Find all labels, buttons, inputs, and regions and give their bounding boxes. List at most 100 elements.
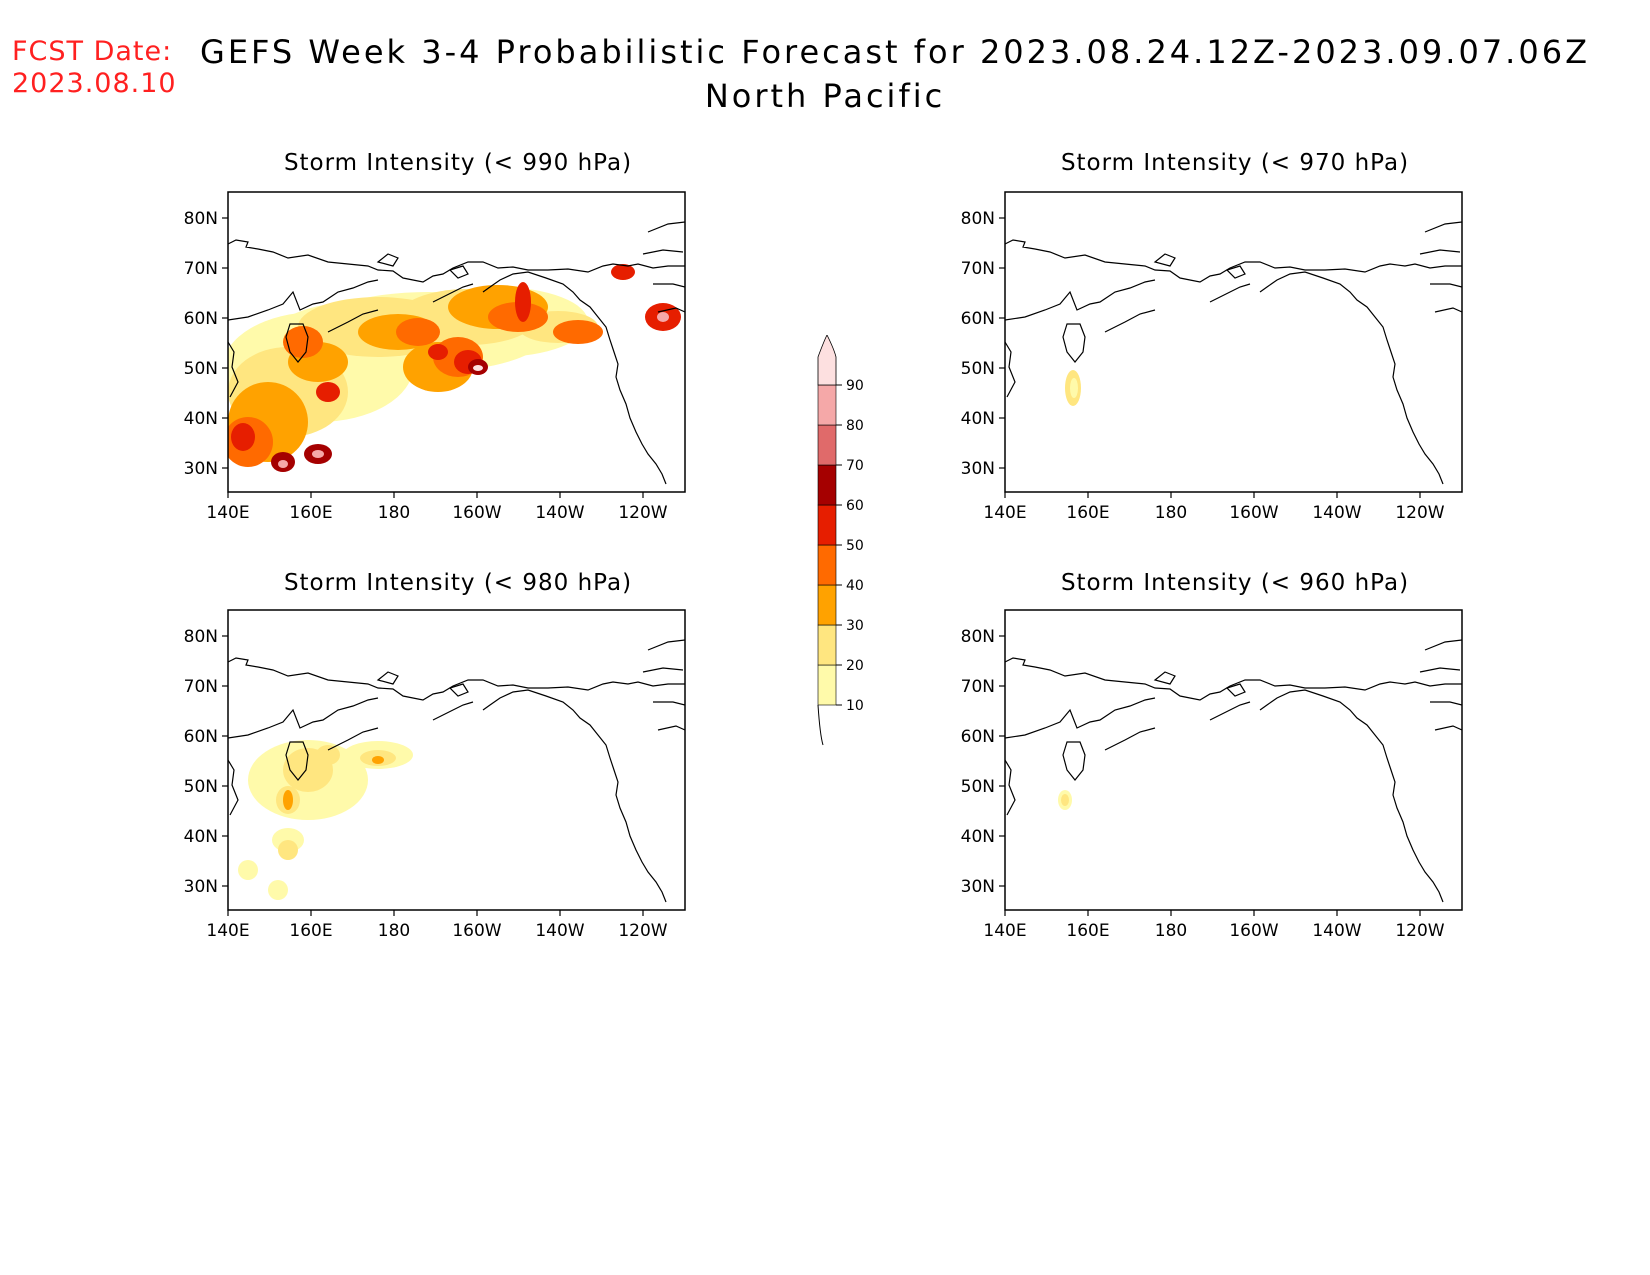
colorbar-level-label: 90 bbox=[846, 378, 864, 394]
coastline bbox=[448, 683, 469, 697]
lon-tick-label: 160E bbox=[289, 503, 332, 523]
lat-tick-label: 70N bbox=[184, 677, 218, 697]
coastline bbox=[228, 657, 685, 701]
lat-tick-label: 80N bbox=[961, 209, 995, 229]
coastline bbox=[228, 341, 239, 398]
coastline bbox=[1005, 697, 1156, 739]
coastline bbox=[1005, 239, 1462, 283]
probability-contours bbox=[227, 191, 686, 493]
lat-tick-label: 30N bbox=[184, 877, 218, 897]
lat-tick-label: 70N bbox=[961, 677, 995, 697]
map-panel-970: 80N 70N 60N 50N 40N 30N 140E 160E 180 160W 140W 120… bbox=[961, 191, 1463, 523]
coastline bbox=[448, 265, 469, 279]
coastline bbox=[642, 639, 685, 731]
lat-tick-label: 80N bbox=[184, 209, 218, 229]
coastline bbox=[482, 689, 667, 903]
lon-tick-label: 160W bbox=[452, 921, 501, 941]
probability-area bbox=[278, 460, 288, 468]
lat-tick-label: 40N bbox=[184, 409, 218, 429]
map-frame bbox=[227, 191, 686, 493]
map-frame bbox=[227, 609, 686, 911]
lon-tick-label: 140W bbox=[535, 503, 584, 523]
map-panel-960: 80N 70N 60N 50N 40N 30N 140E 160E 180 160W 140W 120… bbox=[961, 609, 1463, 941]
colorbar-swatch bbox=[817, 584, 837, 626]
colorbar-swatch bbox=[817, 664, 837, 706]
coastline bbox=[285, 741, 309, 781]
lat-tick-label: 40N bbox=[184, 827, 218, 847]
lat-tick-label: 60N bbox=[961, 309, 995, 329]
coastline bbox=[1209, 701, 1251, 721]
colorbar-swatch bbox=[817, 384, 837, 426]
probability-area bbox=[231, 423, 255, 451]
lat-tick-label: 50N bbox=[184, 777, 218, 797]
panel-title-960: Storm Intensity (< 960 hPa) bbox=[1060, 570, 1410, 596]
lon-tick-label: 160E bbox=[1066, 921, 1109, 941]
lon-tick-label: 160W bbox=[452, 503, 501, 523]
lon-tick-label: 160W bbox=[1229, 503, 1278, 523]
coastline bbox=[327, 727, 379, 751]
coastline bbox=[327, 309, 379, 333]
probability-area bbox=[515, 282, 531, 322]
page-subtitle: North Pacific bbox=[704, 77, 946, 115]
colorbar-level-label: 70 bbox=[846, 458, 864, 474]
lon-tick-label: 180 bbox=[1155, 921, 1187, 941]
lat-tick-label: 80N bbox=[184, 627, 218, 647]
lon-tick-label: 140E bbox=[983, 503, 1026, 523]
lon-tick-label: 140W bbox=[1312, 921, 1361, 941]
colorbar-level-label: 10 bbox=[846, 698, 864, 714]
lat-tick-label: 30N bbox=[184, 459, 218, 479]
colorbar-level-label: 30 bbox=[846, 618, 864, 634]
lon-tick-label: 140E bbox=[206, 921, 249, 941]
colorbar-level-label: 50 bbox=[846, 538, 864, 554]
coastline bbox=[1104, 309, 1156, 333]
probability-area bbox=[238, 860, 258, 880]
lat-tick-label: 70N bbox=[184, 259, 218, 279]
probability-area bbox=[473, 365, 483, 371]
map-panel-980: 80N 70N 60N 50N 40N 30N 140E 160E 180 160W 140W 120… bbox=[184, 609, 686, 941]
forecast-date-label: FCST Date: bbox=[12, 36, 173, 67]
colorbar-level-label: 80 bbox=[846, 418, 864, 434]
probability-area bbox=[268, 880, 288, 900]
lon-tick-label: 180 bbox=[378, 921, 410, 941]
coastline bbox=[1005, 279, 1156, 321]
colorbar-cap-bottom bbox=[817, 704, 824, 746]
probability-area bbox=[283, 790, 293, 810]
colorbar-level-label: 20 bbox=[846, 658, 864, 674]
coastline bbox=[1259, 689, 1444, 903]
coastline bbox=[1005, 657, 1462, 701]
probability-contours bbox=[227, 609, 686, 911]
lon-tick-label: 180 bbox=[378, 503, 410, 523]
probability-area bbox=[1061, 794, 1069, 806]
coastline bbox=[1005, 759, 1016, 816]
map-frame bbox=[1004, 609, 1463, 911]
probability-area bbox=[1070, 378, 1078, 398]
lat-tick-label: 60N bbox=[961, 727, 995, 747]
lon-tick-label: 120W bbox=[1395, 921, 1444, 941]
lon-tick-label: 140E bbox=[983, 921, 1026, 941]
coastline bbox=[482, 271, 667, 485]
map-panel-990: 80N 70N 60N 50N 40N 30N 140E 160E 180 160W 140W 120… bbox=[184, 191, 686, 523]
lat-tick-label: 60N bbox=[184, 309, 218, 329]
lon-tick-label: 160E bbox=[289, 921, 332, 941]
coastline bbox=[1005, 341, 1016, 398]
lat-tick-label: 40N bbox=[961, 409, 995, 429]
lon-tick-label: 140W bbox=[535, 921, 584, 941]
colorbar-legend: 10 20 30 40 50 60 70 80 90 bbox=[817, 335, 864, 746]
coastline bbox=[1419, 221, 1462, 313]
coastline bbox=[228, 697, 379, 739]
coastline bbox=[376, 253, 399, 267]
lon-tick-label: 120W bbox=[618, 503, 667, 523]
colorbar-level-label: 40 bbox=[846, 578, 864, 594]
colorbar-swatch bbox=[817, 504, 837, 546]
colorbar-swatch bbox=[817, 624, 837, 666]
lat-tick-label: 30N bbox=[961, 459, 995, 479]
panel-title-980: Storm Intensity (< 980 hPa) bbox=[283, 570, 633, 596]
lat-tick-label: 50N bbox=[961, 359, 995, 379]
coastline bbox=[1153, 671, 1176, 685]
lat-tick-label: 70N bbox=[961, 259, 995, 279]
lon-tick-label: 160E bbox=[1066, 503, 1109, 523]
probability-area bbox=[396, 318, 440, 346]
lon-tick-label: 140E bbox=[206, 503, 249, 523]
probability-area bbox=[657, 312, 669, 322]
panel-title-970: Storm Intensity (< 970 hPa) bbox=[1060, 150, 1410, 176]
